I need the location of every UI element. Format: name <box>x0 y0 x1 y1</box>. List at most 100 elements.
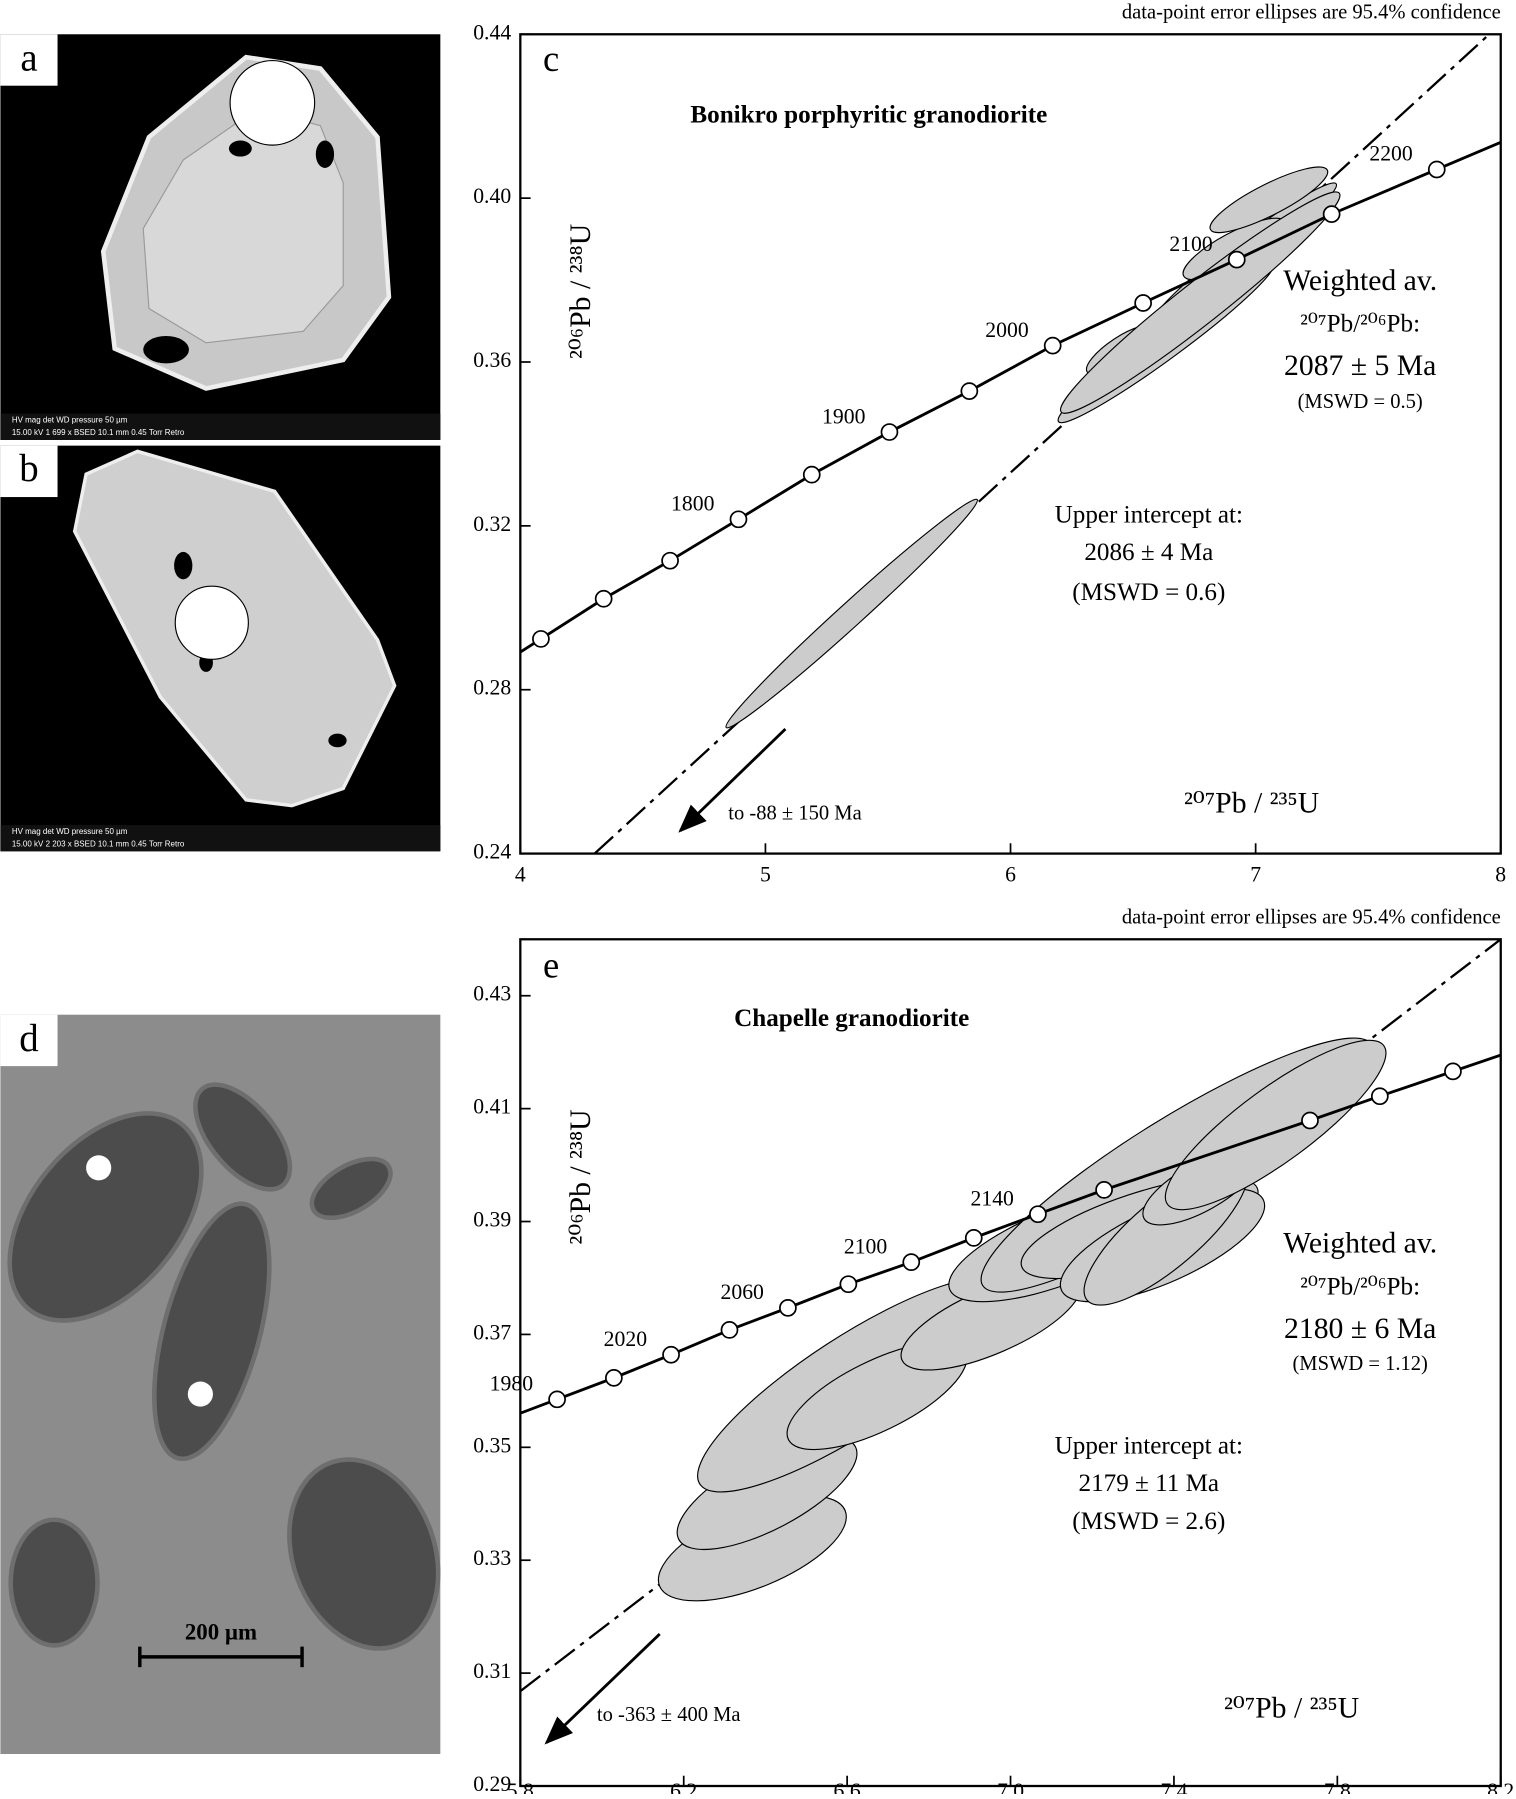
x-tick-label: 7 <box>1250 862 1261 886</box>
y-tick-label: 0.43 <box>473 982 511 1006</box>
discordia-line <box>593 34 1490 854</box>
error-ellipse <box>1164 1039 1387 1211</box>
concordia-point <box>839 1275 858 1294</box>
concordia-point <box>661 551 679 570</box>
arrow-label: to -363 ± 400 Ma <box>597 1704 741 1726</box>
sem-values: 15.00 kV 2 203 x BSED 10.1 mm 0.45 Torr … <box>12 840 185 849</box>
age-label: 2200 <box>1369 142 1413 166</box>
note: data-point error ellipses are 95.4% conf… <box>1122 906 1501 928</box>
x-tick-label: 6 <box>1005 862 1016 886</box>
weighted-average: (MSWD = 1.12) <box>1292 1353 1427 1375</box>
y-tick-label: 0.33 <box>473 1546 511 1570</box>
concordia-point <box>1095 1181 1113 1199</box>
y-tick-label: 0.44 <box>473 20 511 44</box>
age-label: 2020 <box>604 1327 648 1351</box>
arrow-label: to -88 ± 150 Ma <box>728 802 861 824</box>
error-ellipse <box>725 498 979 729</box>
age-label: 1900 <box>822 404 866 428</box>
weighted-average: Weighted av. <box>1283 265 1437 297</box>
scale-bar-label: 200 µm <box>185 1619 257 1644</box>
concordia-point <box>532 630 550 648</box>
concordia-point <box>548 1390 566 1409</box>
sem-values: 15.00 kV 1 699 x BSED 10.1 mm 0.45 Torr … <box>12 428 185 437</box>
y-tick-label: 0.29 <box>473 1772 511 1794</box>
concordia-point <box>779 1299 797 1317</box>
weighted-average: (MSWD = 0.5) <box>1298 391 1423 413</box>
error-ellipse <box>1059 191 1341 414</box>
chart-title: Chapelle granodiorite <box>734 1005 969 1032</box>
image-b: HV mag det WD pressure 50 µm 15.00 kV 2 … <box>0 445 441 852</box>
concordia-curve <box>520 140 1501 654</box>
concordia-point <box>605 1369 623 1387</box>
concordia-point <box>720 1321 739 1339</box>
y-tick-label: 0.36 <box>473 348 511 372</box>
x-axis-label: ²⁰⁷Pb / ²³⁵U <box>1224 1692 1359 1724</box>
panel-label: e <box>543 944 559 985</box>
age-label: 2000 <box>985 318 1029 342</box>
y-tick-label: 0.32 <box>473 512 511 536</box>
lower-intercept-arrow <box>678 728 787 833</box>
upper-intercept: (MSWD = 2.6) <box>1072 1508 1225 1535</box>
x-tick-label: 4 <box>515 862 526 886</box>
note: data-point error ellipses are 95.4% conf… <box>1122 1 1501 23</box>
y-axis-label: ²⁰⁶Pb / ²³⁸U <box>565 224 597 359</box>
y-tick-label: 0.37 <box>473 1320 511 1344</box>
panel-label: c <box>543 38 559 79</box>
image-a: HV mag det WD pressure 50 µm 15.00 kV 1 … <box>0 34 441 440</box>
concordia-point <box>1029 1205 1047 1224</box>
sem-header: HV mag det WD pressure 50 µm <box>12 827 128 836</box>
image-d: 200 µm d <box>0 1014 441 1755</box>
concordia-point <box>1043 336 1062 355</box>
plot-area <box>520 34 1501 854</box>
concordia-point <box>1444 1062 1462 1081</box>
concordia-point <box>902 1253 921 1272</box>
concordia-point <box>1427 160 1446 179</box>
concordia-point <box>594 589 613 608</box>
upper-intercept: 2179 ± 11 Ma <box>1079 1470 1220 1497</box>
concordia-point <box>729 510 748 529</box>
concordia-point <box>1301 1111 1319 1130</box>
x-axis-label: ²⁰⁷Pb / ²³⁵U <box>1184 787 1319 819</box>
upper-intercept: 2086 ± 4 Ma <box>1084 539 1213 566</box>
x-tick-label: 6.2 <box>670 1779 697 1794</box>
concordia-point <box>1322 205 1341 223</box>
y-tick-label: 0.41 <box>473 1095 511 1119</box>
panel-label: d <box>19 1017 38 1060</box>
panel-label: b <box>19 447 38 490</box>
x-tick-label: 7.0 <box>997 1779 1024 1794</box>
upper-intercept: (MSWD = 0.6) <box>1072 579 1225 606</box>
y-tick-label: 0.31 <box>473 1659 511 1683</box>
x-tick-label: 7.8 <box>1324 1779 1351 1794</box>
concordia-point <box>964 1229 983 1247</box>
weighted-average: ²⁰⁷Pb/²⁰⁶Pb: <box>1300 310 1420 337</box>
y-tick-label: 0.40 <box>473 184 511 208</box>
age-label: 2140 <box>970 1186 1014 1210</box>
y-tick-label: 0.39 <box>473 1208 511 1232</box>
sem-header: HV mag det WD pressure 50 µm <box>12 416 128 425</box>
y-axis-label: ²⁰⁶Pb / ²³⁸U <box>565 1109 597 1244</box>
concordia-point <box>802 465 821 484</box>
error-ellipse <box>1209 166 1329 234</box>
concordia-point <box>1134 294 1152 312</box>
weighted-average: ²⁰⁷Pb/²⁰⁶Pb: <box>1300 1274 1420 1301</box>
x-tick-label: 6.6 <box>834 1779 861 1794</box>
concordia-point <box>1227 250 1246 269</box>
x-tick-label: 7.4 <box>1160 1779 1187 1794</box>
y-tick-label: 0.24 <box>473 840 511 864</box>
upper-intercept: Upper intercept at: <box>1055 1433 1243 1460</box>
concordia-point <box>960 382 979 400</box>
chart-title: Bonikro porphyritic granodiorite <box>690 101 1047 128</box>
age-label: 1980 <box>490 1372 534 1396</box>
weighted-average: 2087 ± 5 Ma <box>1284 350 1436 382</box>
panel-label: a <box>20 37 37 80</box>
upper-intercept: Upper intercept at: <box>1055 501 1243 528</box>
concordia-point <box>880 423 899 441</box>
age-label: 2060 <box>720 1280 764 1304</box>
y-tick-label: 0.35 <box>473 1433 511 1457</box>
concordia-point <box>1370 1087 1389 1106</box>
x-tick-label: 5 <box>760 862 771 886</box>
weighted-average: 2180 ± 6 Ma <box>1284 1313 1436 1345</box>
x-tick-label: 8 <box>1495 862 1506 886</box>
age-label: 2100 <box>844 1234 888 1258</box>
